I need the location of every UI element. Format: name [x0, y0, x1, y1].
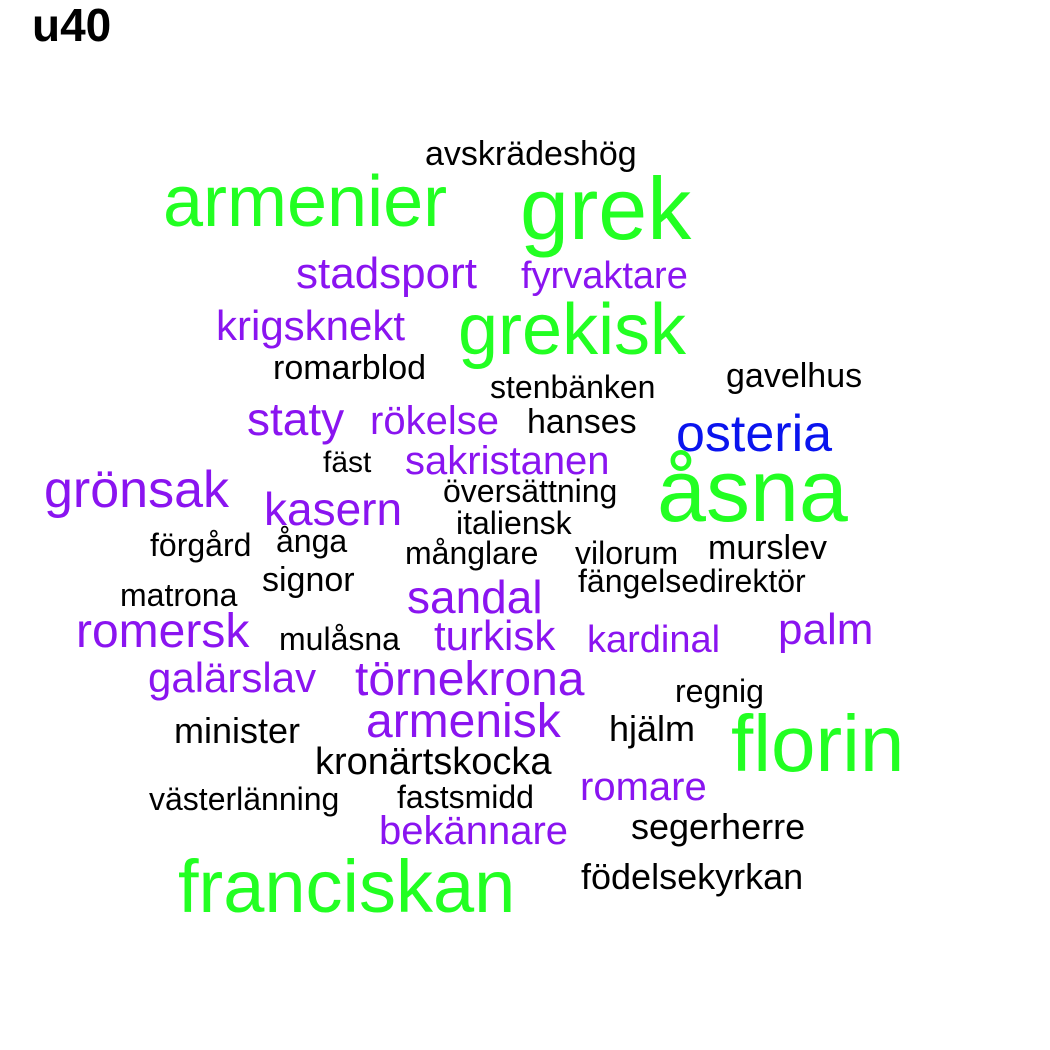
cloud-word: fängelsedirektör	[578, 563, 806, 600]
cloud-word: stadsport	[296, 249, 477, 299]
cloud-word: stenbänken	[490, 369, 656, 406]
cloud-word: fastsmidd	[397, 779, 534, 816]
cloud-word: armenier	[163, 162, 448, 243]
cloud-word: florin	[731, 698, 905, 788]
cloud-word: avskrädeshög	[425, 135, 637, 174]
cloud-word: gavelhus	[726, 357, 863, 396]
cloud-word: krigsknekt	[216, 301, 406, 349]
cloud-word: murslev	[708, 529, 828, 568]
cloud-word: palm	[778, 605, 874, 655]
cloud-word: romarblod	[273, 349, 427, 388]
cloud-word: månglare	[405, 535, 539, 572]
cloud-word: mulåsna	[279, 621, 400, 658]
cloud-word: törnekrona	[355, 653, 585, 707]
cloud-word: rökelse	[370, 398, 499, 443]
cloud-word: sandal	[407, 571, 543, 624]
cloud-word: segerherre	[631, 806, 806, 848]
cloud-word: staty	[247, 393, 345, 446]
cloud-word: grönsak	[44, 460, 229, 519]
cloud-word: fyrvaktare	[521, 254, 688, 297]
cloud-title: u40	[32, 0, 112, 51]
cloud-word: franciskan	[178, 845, 516, 929]
cloud-word: sakristanen	[405, 438, 610, 483]
cloud-word: födelsekyrkan	[581, 856, 804, 898]
cloud-word: romersk	[76, 605, 250, 659]
cloud-word: ånga	[276, 523, 348, 560]
cloud-word: regnig	[675, 673, 764, 710]
cloud-word: bekännare	[379, 808, 569, 853]
cloud-word: minister	[174, 710, 301, 752]
cloud-word: osteria	[676, 404, 833, 463]
cloud-word: matrona	[120, 577, 238, 614]
cloud-word: västerlänning	[149, 781, 340, 818]
cloud-word: signor	[262, 561, 355, 600]
cloud-word: hjälm	[609, 708, 696, 750]
cloud-word: grekisk	[458, 290, 687, 371]
cloud-word: översättning	[443, 473, 618, 510]
cloud-word: hanses	[527, 403, 637, 442]
cloud-word: italiensk	[456, 505, 572, 542]
cloud-word: kardinal	[587, 618, 721, 661]
cloud-word: armenisk	[366, 695, 561, 749]
cloud-word: romare	[580, 764, 707, 809]
cloud-word: åsna	[657, 440, 848, 540]
cloud-word: kronärtskocka	[315, 740, 552, 783]
cloud-word: grek	[520, 158, 692, 258]
cloud-word: galärslav	[148, 653, 317, 701]
cloud-word: vilorum	[575, 535, 679, 572]
cloud-word: förgård	[150, 527, 252, 564]
cloud-word: turkisk	[434, 611, 556, 659]
cloud-word: kasern	[264, 483, 403, 536]
cloud-word: fäst	[323, 445, 372, 479]
